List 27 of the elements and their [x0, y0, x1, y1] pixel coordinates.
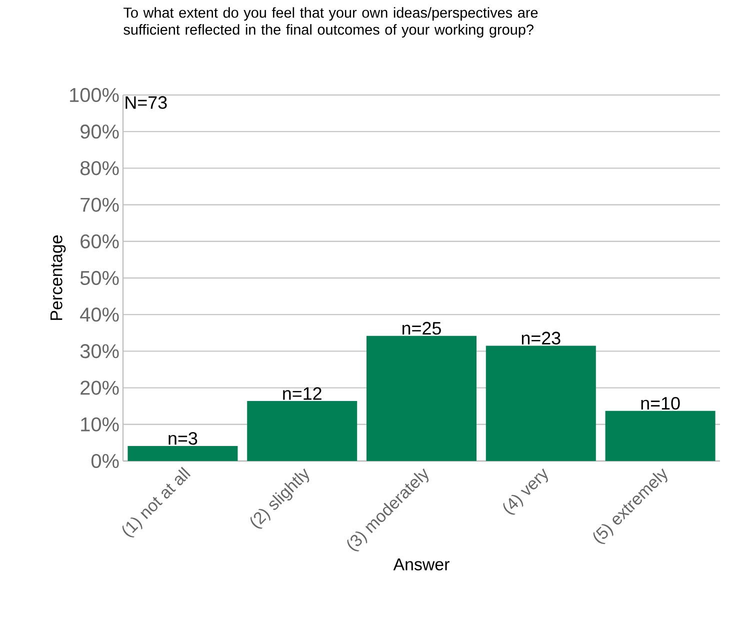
y-tick-label: 50% — [80, 270, 119, 286]
chart-title: To what extent do you feel that your own ideas/perspectives are sufficient reflected in the final outcomes of your working group? — [124, 7, 538, 38]
y-tick-label: 80% — [80, 161, 119, 176]
bar — [247, 400, 358, 461]
annotation: n=23 — [522, 332, 560, 344]
annotation: n=10 — [641, 396, 680, 410]
y-tick-label: 0% — [91, 454, 119, 468]
y-tick-label: 100% — [70, 88, 119, 102]
annotation: n=25 — [402, 322, 441, 335]
annotation: n=3 — [168, 432, 198, 445]
bar — [486, 346, 596, 461]
bar — [366, 336, 477, 461]
x-tick-label: (1) not at all — [122, 466, 191, 538]
x-axis-title: Answer — [393, 558, 450, 570]
y-tick-label: 20% — [80, 380, 119, 395]
annotation: N=73 — [126, 96, 167, 109]
y-tick-label: 30% — [80, 344, 119, 358]
y-tick-label: 10% — [81, 417, 119, 432]
y-tick-label: 40% — [80, 308, 119, 322]
annotation: n=12 — [283, 387, 322, 400]
bar — [605, 410, 716, 461]
y-tick-label: 60% — [80, 234, 119, 248]
y-tick-label: 70% — [80, 198, 119, 212]
x-tick-label: (4) very — [503, 468, 548, 515]
bar — [128, 446, 238, 461]
y-axis-title: Percentage — [50, 235, 66, 320]
y-tick-label: 90% — [80, 124, 119, 139]
